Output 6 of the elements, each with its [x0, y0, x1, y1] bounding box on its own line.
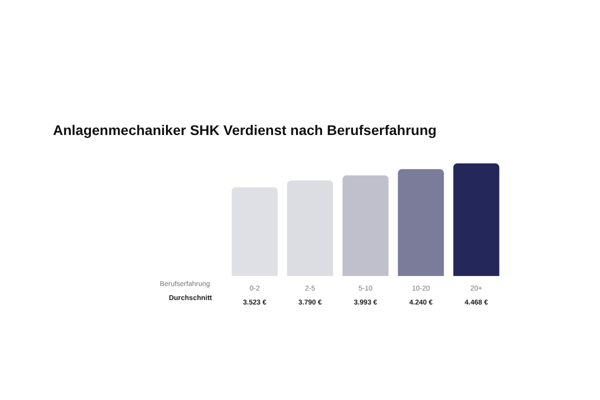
bar: [453, 163, 500, 276]
bar: [232, 187, 278, 276]
chart-title: Anlagenmechaniker SHK Verdienst nach Berufserfahrung: [53, 122, 437, 138]
bar: [287, 180, 334, 276]
bar: [342, 175, 388, 276]
bar: [398, 169, 444, 276]
